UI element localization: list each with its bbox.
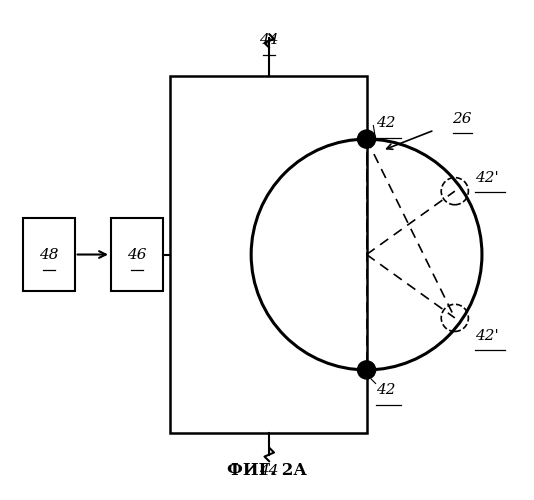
Text: 42': 42' xyxy=(475,329,499,343)
Text: 26: 26 xyxy=(452,112,472,126)
Text: 46: 46 xyxy=(127,248,147,262)
Bar xyxy=(111,218,163,290)
Text: 42: 42 xyxy=(375,116,395,130)
Bar xyxy=(170,76,366,434)
Text: 42: 42 xyxy=(375,384,395,398)
Text: 42': 42' xyxy=(475,170,499,184)
Text: 44: 44 xyxy=(260,32,279,46)
Circle shape xyxy=(357,130,375,148)
Text: 48: 48 xyxy=(39,248,58,262)
Text: ФИГ. 2А: ФИГ. 2А xyxy=(227,462,307,478)
Circle shape xyxy=(357,361,375,379)
Bar xyxy=(22,218,75,290)
Text: 44: 44 xyxy=(260,464,279,478)
